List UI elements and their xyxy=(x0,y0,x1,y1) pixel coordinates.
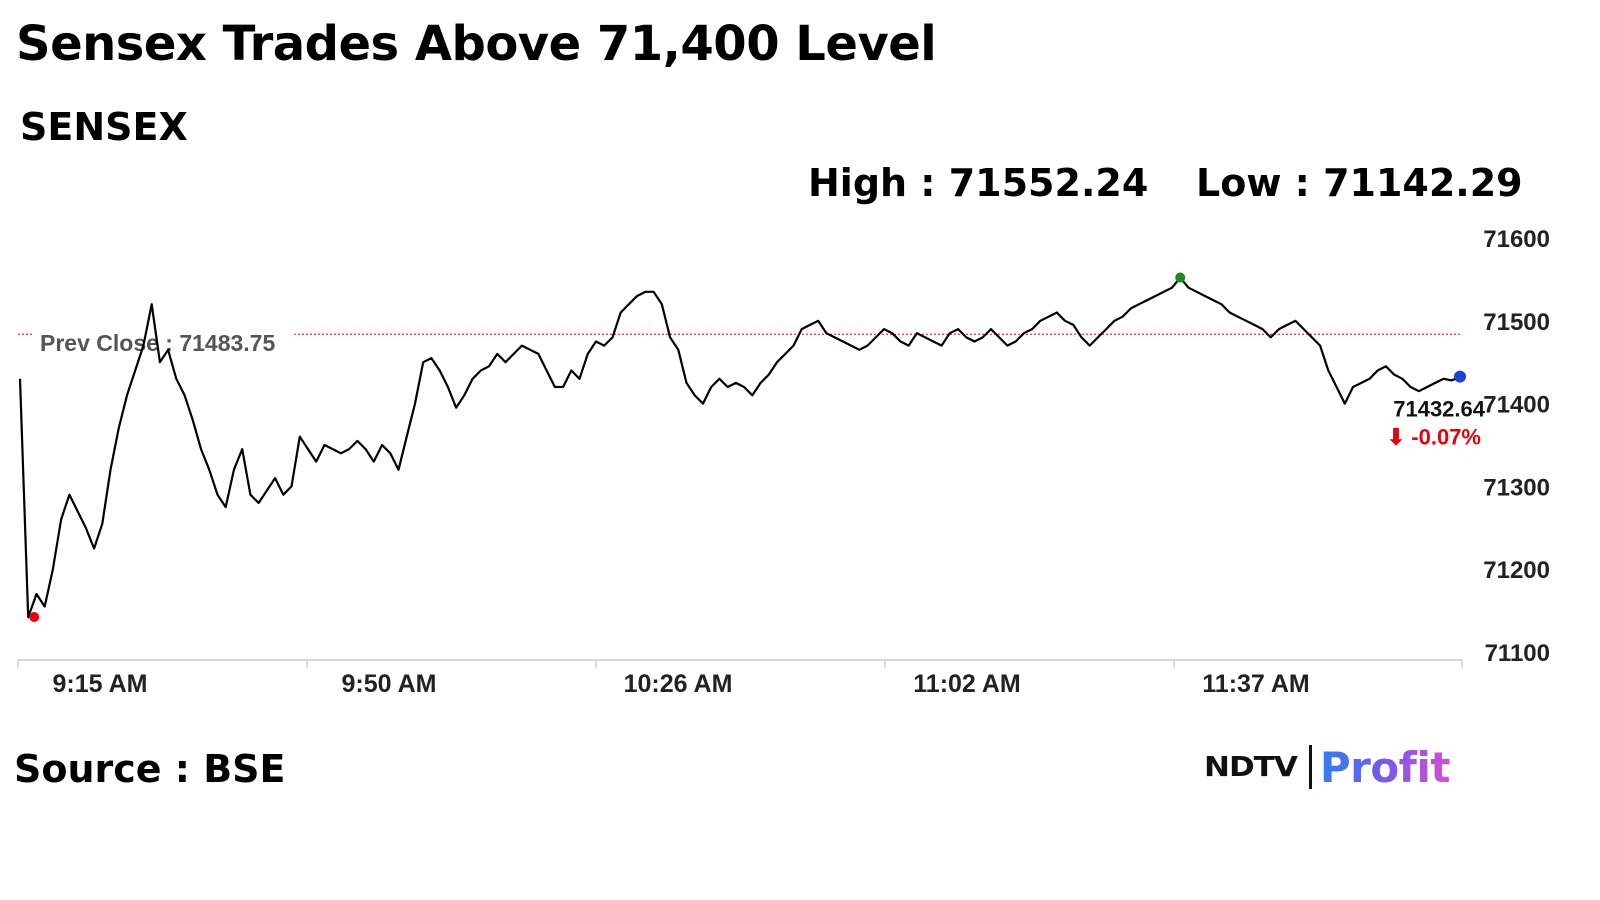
day-low-stat: Low : 71142.29 xyxy=(1196,161,1523,205)
prev-close-label-bg xyxy=(34,328,294,358)
down-arrow-icon: ⬇ xyxy=(1387,425,1412,450)
low-marker xyxy=(29,611,40,622)
x-tick-label: 9:50 AM xyxy=(342,670,437,698)
price-line xyxy=(18,276,1461,619)
logo-divider xyxy=(1308,745,1312,789)
y-tick-label: 71100 xyxy=(1485,640,1550,667)
sensex-intraday-chart: Prev Close : 71483.75 9:15 AM 9:50 AM 10:2… xyxy=(17,226,1550,698)
y-tick-label: 71500 xyxy=(1483,309,1550,336)
y-tick-label: 71200 xyxy=(1483,557,1550,584)
x-tick-label: 11:02 AM xyxy=(913,670,1020,698)
x-tick-label: 9:15 AM xyxy=(53,670,148,698)
change-label: ⬇ -0.07% xyxy=(1387,425,1481,450)
last-price-marker xyxy=(1454,370,1466,383)
day-high-stat: High : 71552.24 xyxy=(808,161,1149,205)
x-tick-label: 11:37 AM xyxy=(1202,670,1309,698)
y-tick-label: 71600 xyxy=(1483,226,1550,253)
last-price-label: 71432.64 xyxy=(1393,397,1486,422)
high-marker xyxy=(1175,272,1186,283)
y-tick-label: 71300 xyxy=(1483,474,1550,501)
logo-ndtv: NDTV xyxy=(1204,750,1298,784)
y-tick-label: 71400 xyxy=(1483,392,1550,419)
ndtv-profit-logo: NDTV Profit xyxy=(1204,740,1450,794)
x-tick-label: 10:26 AM xyxy=(624,670,733,698)
headline: Sensex Trades Above 71,400 Level xyxy=(16,16,937,72)
change-percent: -0.07% xyxy=(1411,425,1481,450)
source-credit: Source : BSE xyxy=(14,747,286,791)
logo-profit: Profit xyxy=(1319,742,1451,792)
index-name: SENSEX xyxy=(20,105,188,149)
